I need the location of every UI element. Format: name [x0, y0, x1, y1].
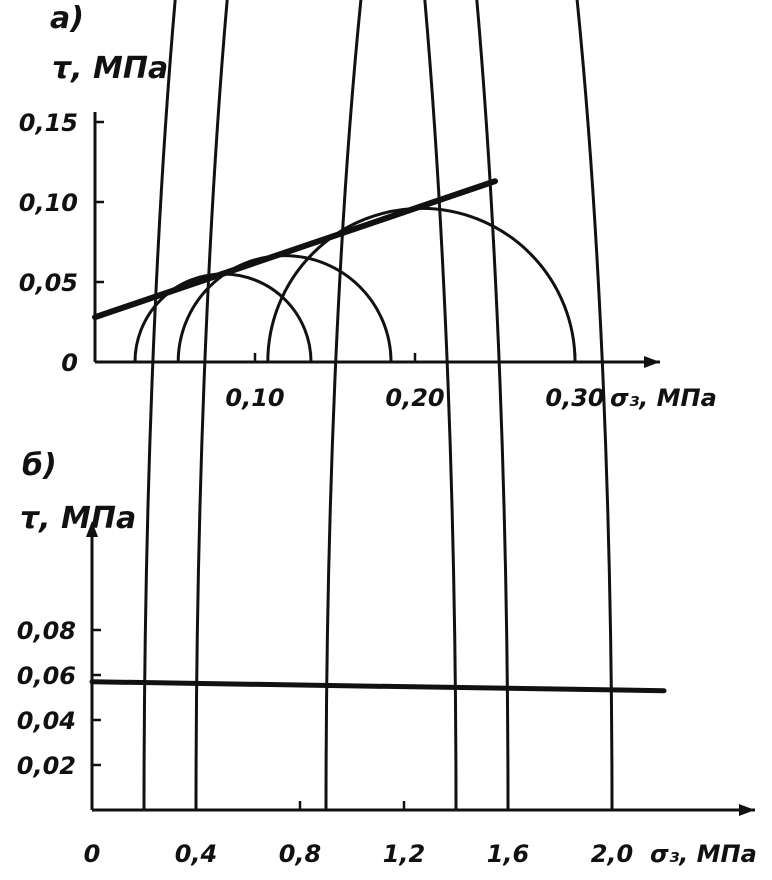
x-tick-label: 2,0 — [591, 840, 634, 868]
x-tick-label: 1,2 — [383, 840, 426, 868]
x-axis-arrow — [739, 804, 755, 816]
y-tick-label: 0 — [61, 349, 78, 377]
y-tick-label: 0,10 — [19, 189, 78, 217]
x-axis-label: σ₃, МПа — [610, 384, 717, 412]
y-axis-arrow — [86, 521, 98, 537]
mohr-circle-2 — [194, 0, 510, 811]
mohr-circle-1 — [133, 272, 313, 363]
y-tick-label: 0,08 — [17, 617, 76, 645]
x-tick-label: 0,4 — [175, 840, 218, 868]
x-tick-label: 0,20 — [385, 384, 444, 412]
y-tick-label: 0,05 — [19, 269, 78, 297]
y-tick-label: 0,02 — [17, 752, 76, 780]
strength-envelope — [89, 679, 667, 694]
y-tick-label: 0,06 — [17, 662, 76, 690]
x-tick-label: 1,6 — [487, 840, 530, 868]
mohr-circle-3 — [324, 0, 614, 811]
mohr-circle-3 — [266, 206, 577, 363]
panel-label: б) — [22, 448, 57, 483]
mohr-circle-1 — [142, 0, 458, 811]
x-tick-label: 0 — [84, 840, 101, 868]
x-tick-label: 0,30 — [545, 384, 604, 412]
panel-label: а) — [50, 1, 84, 36]
y-tick-label: 0,04 — [17, 707, 76, 735]
y-tick-label: 0,15 — [19, 109, 78, 137]
y-axis-label: τ, МПа — [20, 501, 136, 536]
y-axis-label: τ, МПа — [52, 51, 168, 86]
x-axis-label: σ₃, МПа — [650, 840, 757, 868]
x-axis-arrow — [644, 356, 660, 368]
chart-panel-1: а) τ, МПа 0 0,05 0,10 0,15 0,10 0,20 0,30 σ₃, МПа — [19, 1, 717, 412]
x-tick-label: 0,10 — [225, 384, 284, 412]
chart-panel-2: б) τ, МПа 0,02 0,04 0,06 0,08 0 0,4 0,8 1,2 1,6 2,0… — [17, 0, 757, 868]
strength-envelope — [92, 178, 498, 321]
x-tick-label: 0,8 — [279, 840, 322, 868]
